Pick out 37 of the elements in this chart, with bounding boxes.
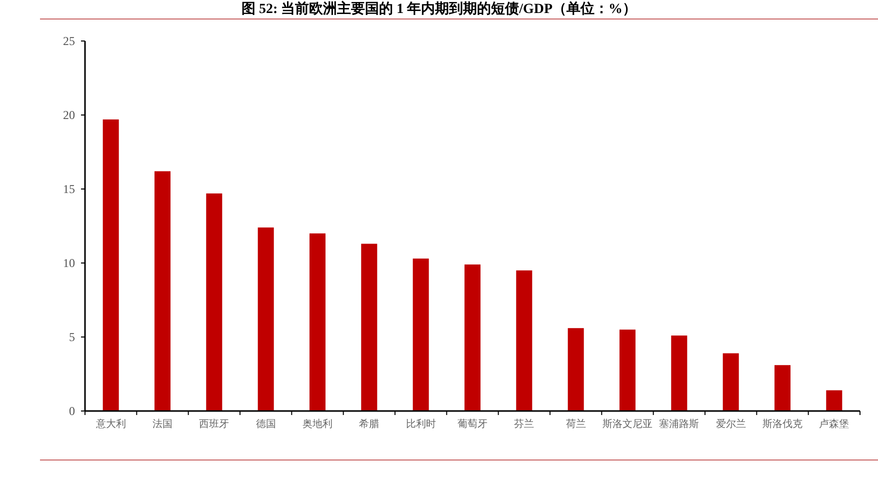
x-tick-label: 荷兰 bbox=[566, 418, 586, 430]
y-tick-label: 0 bbox=[69, 404, 75, 418]
bar bbox=[826, 390, 842, 411]
y-tick-label: 25 bbox=[63, 34, 75, 48]
x-tick-label: 卢森堡 bbox=[819, 418, 850, 430]
x-tick-label: 葡萄牙 bbox=[458, 418, 488, 430]
x-tick-label: 芬兰 bbox=[514, 418, 534, 430]
x-tick-label: 奥地利 bbox=[302, 418, 332, 430]
x-tick-label: 法国 bbox=[152, 418, 172, 430]
bar bbox=[102, 119, 119, 411]
bar bbox=[206, 193, 222, 411]
chart-title: 图 52: 当前欧洲主要国的 1 年内期到期的短债/GDP（单位：%） bbox=[241, 0, 637, 17]
bar bbox=[722, 353, 739, 411]
y-tick-label: 20 bbox=[63, 108, 75, 122]
y-tick-label: 5 bbox=[69, 330, 75, 344]
x-tick-label: 意大利 bbox=[94, 418, 126, 430]
bar bbox=[671, 336, 688, 411]
bar bbox=[619, 330, 636, 411]
x-tick-label: 斯洛文尼亚 bbox=[602, 418, 652, 430]
x-tick-label: 德国 bbox=[256, 419, 276, 430]
x-tick-label: 塞浦路斯 bbox=[659, 418, 700, 430]
bar bbox=[568, 328, 584, 411]
x-tick-label: 爱尔兰 bbox=[716, 418, 746, 430]
bar bbox=[309, 233, 326, 411]
bar bbox=[774, 365, 791, 411]
bar bbox=[258, 227, 274, 411]
bar bbox=[412, 258, 429, 411]
x-tick-label: 斯洛伐克 bbox=[762, 418, 802, 430]
bar bbox=[361, 244, 378, 411]
bar bbox=[154, 171, 171, 411]
bar bbox=[516, 270, 532, 411]
y-tick-label: 10 bbox=[63, 256, 75, 270]
x-tick-label: 希腊 bbox=[359, 418, 380, 430]
x-tick-label: 比利时 bbox=[406, 418, 436, 430]
y-tick-label: 15 bbox=[63, 182, 75, 196]
bar bbox=[464, 264, 481, 411]
x-tick-label: 西班牙 bbox=[199, 418, 230, 430]
